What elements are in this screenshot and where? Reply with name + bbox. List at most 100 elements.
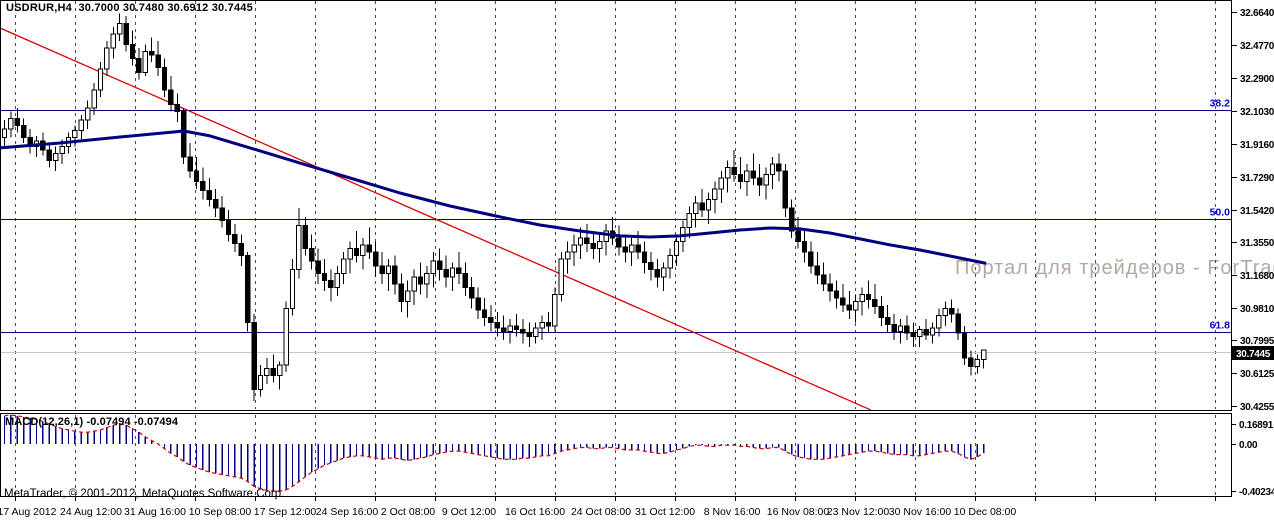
price-axis-label: 31.9160 — [1240, 140, 1274, 151]
candlestick — [769, 163, 776, 176]
time-axis-label: 16 Oct 16:00 — [505, 506, 565, 518]
candlestick — [321, 272, 328, 281]
price-axis-label: 30.6125 — [1240, 369, 1274, 380]
candlestick — [270, 367, 277, 376]
candlestick — [385, 265, 392, 274]
time-axis-label: 23 Nov 12:00 — [827, 506, 890, 518]
candlestick — [392, 265, 398, 285]
candlestick — [584, 237, 590, 244]
price-axis-label: 31.5420 — [1240, 206, 1274, 217]
candlestick — [283, 307, 289, 366]
time-axis-label: 8 Nov 16:00 — [704, 506, 761, 518]
candlestick — [430, 260, 437, 274]
candlestick — [808, 251, 814, 267]
price-axis-label: 31.1680 — [1240, 271, 1274, 282]
macd-axis-label: -0.40234 — [1239, 487, 1274, 498]
candlestick — [821, 274, 827, 285]
candlestick — [405, 290, 411, 302]
candlestick — [97, 68, 104, 91]
candlestick — [21, 124, 27, 139]
candlestick — [347, 248, 353, 260]
candlestick — [379, 265, 385, 274]
candlestick — [302, 225, 309, 250]
time-axis-label: 31 Oct 12:00 — [635, 506, 695, 518]
candlestick — [232, 234, 238, 244]
candlestick — [565, 251, 571, 260]
candlestick — [648, 262, 654, 271]
candlestick — [328, 279, 334, 288]
candlestick — [8, 117, 14, 130]
candlestick — [539, 322, 545, 329]
price-axis-label: 30.9810 — [1240, 304, 1274, 315]
price-axis-label: 30.4255 — [1240, 402, 1274, 413]
candlestick — [795, 230, 801, 243]
candlestick — [85, 107, 91, 121]
candlestick — [53, 153, 59, 162]
candlestick — [533, 327, 539, 338]
time-axis-label: 31 Aug 16:00 — [124, 506, 186, 518]
current-price-badge — [1232, 346, 1274, 360]
candlestick — [949, 307, 955, 315]
candlestick — [366, 244, 373, 253]
candlestick — [737, 174, 744, 183]
candlestick — [673, 241, 680, 257]
candlestick — [661, 267, 667, 278]
candlestick — [257, 374, 264, 390]
candlestick — [974, 359, 980, 368]
candlestick — [897, 325, 904, 332]
time-axis-label: 2 Oct 08:00 — [381, 506, 435, 518]
candlestick — [545, 322, 552, 327]
candlestick — [853, 300, 859, 311]
candlestick — [334, 272, 341, 288]
candlestick — [174, 103, 181, 112]
candlestick — [520, 329, 526, 334]
candlestick — [46, 149, 52, 162]
candlestick — [104, 47, 110, 70]
candlestick — [789, 207, 795, 232]
candlestick — [296, 225, 302, 271]
trendline[interactable] — [0, 27, 872, 411]
candlestick — [309, 248, 315, 262]
candlestick — [878, 306, 884, 318]
candlestick — [181, 110, 187, 158]
time-axis-label: 24 Aug 12:00 — [60, 506, 122, 518]
candlestick — [289, 269, 296, 309]
candlestick — [936, 315, 942, 329]
candlestick — [449, 267, 456, 278]
candlestick — [72, 130, 78, 139]
candlestick — [981, 349, 987, 361]
macd-signal-line — [4, 414, 985, 492]
candlestick — [622, 246, 628, 253]
symbol-ohlc-header: USDRUR,H4 30.7000 30.7480 30.6912 30.744… — [6, 2, 253, 14]
candlestick — [129, 43, 136, 59]
moving-average-line[interactable] — [0, 129, 987, 265]
candlestick — [961, 332, 968, 359]
candlestick — [213, 198, 219, 209]
copyright-notice: MetaTrader, © 2001-2012, MetaQuotes Soft… — [4, 488, 285, 500]
candlestick — [251, 322, 257, 390]
candlestick — [590, 242, 596, 250]
time-axis-label: 10 Dec 08:00 — [954, 506, 1017, 518]
candlestick — [904, 325, 910, 334]
candlestick — [315, 260, 321, 274]
price-axis-label: 32.6640 — [1240, 8, 1274, 19]
time-axis-label: 10 Sep 08:00 — [189, 506, 252, 518]
candlestick — [616, 237, 622, 248]
time-axis-label: 24 Oct 08:00 — [571, 506, 631, 518]
time-axis-label: 16 Nov 08:00 — [767, 506, 830, 518]
candlestick — [872, 299, 878, 308]
time-axis-label: 17 Aug 2012 — [0, 506, 57, 518]
candlestick — [225, 219, 232, 236]
candlestick — [827, 283, 833, 292]
candlestick — [488, 316, 494, 324]
candlestick — [264, 367, 270, 376]
candlestick — [456, 267, 462, 274]
candlestick — [558, 258, 564, 295]
candlestick — [14, 117, 21, 126]
macd-axis-label: 0.00 — [1239, 440, 1258, 451]
price-axis-label: 32.1030 — [1240, 107, 1274, 118]
candlestick — [462, 272, 469, 288]
